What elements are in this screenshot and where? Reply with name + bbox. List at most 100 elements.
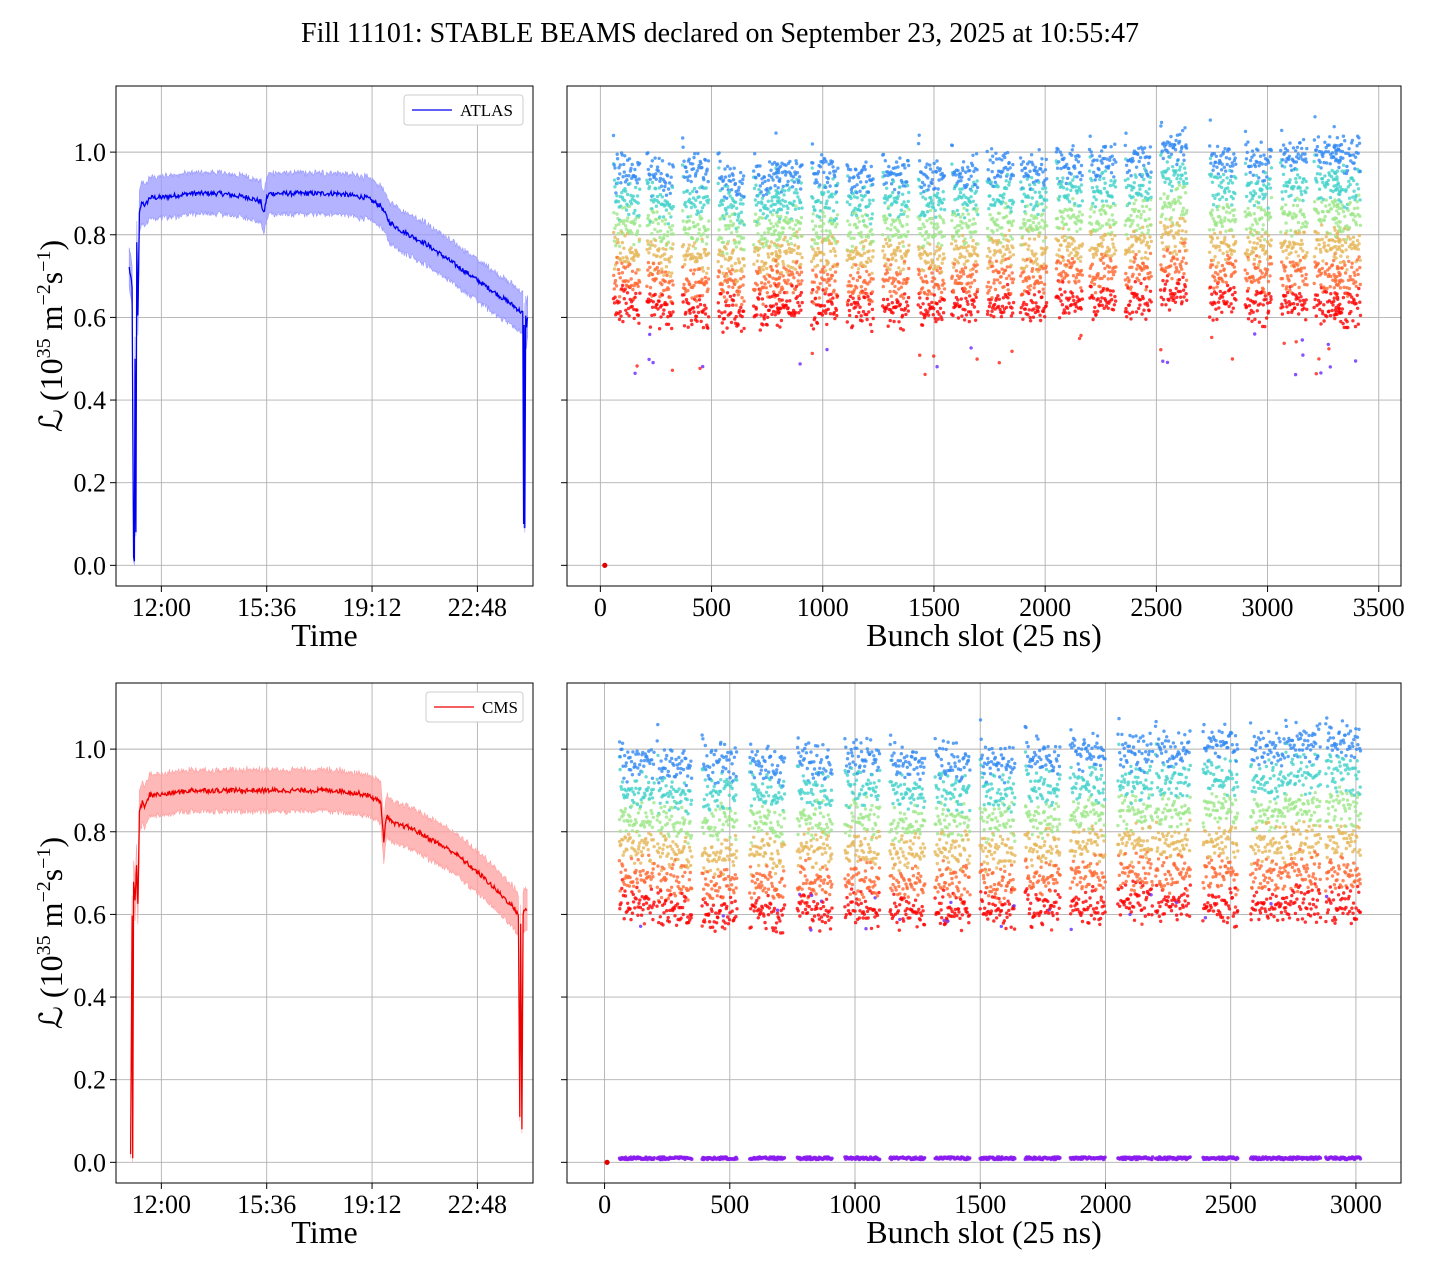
atlas-bunch-point (976, 207, 979, 210)
atlas-bunch-point (1024, 242, 1027, 245)
atlas-bunch-point (655, 205, 658, 208)
atlas-bunch-point (1319, 301, 1322, 304)
atlas-bunch-point (961, 169, 964, 172)
atlas-bunch-point (614, 279, 617, 282)
atlas-bunch-point (1090, 205, 1093, 208)
atlas-bunch-point (1270, 262, 1273, 265)
atlas-bunch-point (1137, 307, 1140, 310)
atlas-bunch-point (624, 224, 627, 227)
atlas-bunch-point (886, 198, 889, 201)
atlas-bunch-point (923, 238, 926, 241)
atlas-bunch-point (774, 203, 777, 206)
atlas-bunch-point (815, 290, 818, 293)
atlas-bunch-point (1319, 172, 1322, 175)
atlas-bunch-point (1147, 229, 1150, 232)
atlas-bunch-point (812, 228, 815, 231)
atlas-bunch-point (766, 323, 769, 326)
atlas-bunch-point (1031, 196, 1034, 199)
atlas-bunch-point (959, 304, 962, 307)
atlas-bunch-point (1173, 250, 1176, 253)
atlas-time-series-line (129, 191, 528, 561)
atlas-bunch-point (1045, 304, 1048, 307)
atlas-bunch-point (661, 293, 664, 296)
atlas-bunch-point (927, 261, 930, 264)
atlas-bunch-point (1099, 300, 1102, 303)
atlas-bunch-point (775, 192, 778, 195)
atlas-bunch-point (898, 242, 901, 245)
atlas-bunch-point (1164, 270, 1167, 273)
atlas-bunch-point (990, 310, 993, 313)
atlas-bunch-point (1028, 219, 1031, 222)
atlas-bunch-point (1031, 267, 1034, 270)
atlas-bunch-point (936, 257, 939, 260)
atlas-bunch-point (1305, 222, 1308, 225)
atlas-bunch-point (800, 206, 803, 209)
atlas-bunch-point (894, 278, 897, 281)
atlas-bunch-point (1041, 212, 1044, 215)
atlas-bunch-point (739, 171, 742, 174)
atlas-bunch-point (865, 318, 868, 321)
atlas-bunch-point (753, 152, 756, 155)
atlas-bunch-point (785, 249, 788, 252)
atlas-bunch-point (619, 276, 622, 279)
atlas-bunch-point (1042, 209, 1045, 212)
atlas-bunch-point (784, 200, 787, 203)
atlas-bunch-point (1286, 149, 1289, 152)
atlas-bunch-point (706, 235, 709, 238)
atlas-bunch-point (902, 268, 905, 271)
atlas-bunch-point (771, 269, 774, 272)
atlas-bunch-point (794, 223, 797, 226)
atlas-bunch-point (613, 185, 616, 188)
atlas-bunch-point (1040, 195, 1043, 198)
atlas-bunch-point (1166, 151, 1169, 154)
atlas-bunch-point (1222, 150, 1225, 153)
atlas-bunch-point (781, 231, 784, 234)
atlas-bunch-point (959, 191, 962, 194)
atlas-bunch-point (1281, 158, 1284, 161)
atlas-bunch-point (929, 167, 932, 170)
atlas-bunch-point (921, 234, 924, 237)
atlas-bunch-point (827, 261, 830, 264)
atlas-bunch-point (1012, 174, 1015, 177)
atlas-bunch-point (976, 242, 979, 245)
atlas-bunch-point (986, 150, 989, 153)
atlas-bunch-point (1256, 149, 1259, 152)
atlas-bunch-point (1107, 254, 1110, 257)
atlas-bunch-outlier-point (1317, 357, 1320, 360)
atlas-bunch-point (1029, 203, 1032, 206)
atlas-bunch-point (800, 181, 803, 184)
atlas-bunch-point (669, 313, 672, 316)
atlas-bunch-point (1060, 274, 1063, 277)
atlas-bunch-point (815, 231, 818, 234)
atlas-bunch-point (1147, 309, 1150, 312)
atlas-bunch-point (796, 195, 799, 198)
atlas-bunch-point (638, 280, 641, 283)
atlas-bunch-point (974, 293, 977, 296)
atlas-bunch-point (766, 214, 769, 217)
atlas-bunch-point (617, 268, 620, 271)
atlas-bunch-point (1256, 222, 1259, 225)
atlas-bunch-point (955, 244, 958, 247)
atlas-bunch-point (941, 201, 944, 204)
atlas-bunch-point (613, 287, 616, 290)
atlas-bunch-point (681, 209, 684, 212)
atlas-bunch-point (868, 280, 871, 283)
atlas-bunch-point (1036, 263, 1039, 266)
atlas-bunch-point (801, 301, 804, 304)
atlas-bunch-point (1182, 207, 1185, 210)
atlas-bunch-point (1304, 318, 1307, 321)
atlas-bunch-point (1289, 229, 1292, 232)
atlas-bunch-point (1008, 274, 1011, 277)
atlas-bunch-point (632, 243, 635, 246)
atlas-bunch-point (993, 278, 996, 281)
atlas-bunch-point (918, 159, 921, 162)
atlas-bunch-point (1010, 224, 1013, 227)
atlas-bunch-point (728, 215, 731, 218)
atlas-bunch-point (1232, 214, 1235, 217)
atlas-bunch-point (825, 323, 828, 326)
atlas-bunch-point (1226, 163, 1229, 166)
atlas-bunch-point (1182, 289, 1185, 292)
atlas-bunch-point (1142, 233, 1145, 236)
atlas-bunch-point (833, 317, 836, 320)
atlas-bunch-point (937, 317, 940, 320)
